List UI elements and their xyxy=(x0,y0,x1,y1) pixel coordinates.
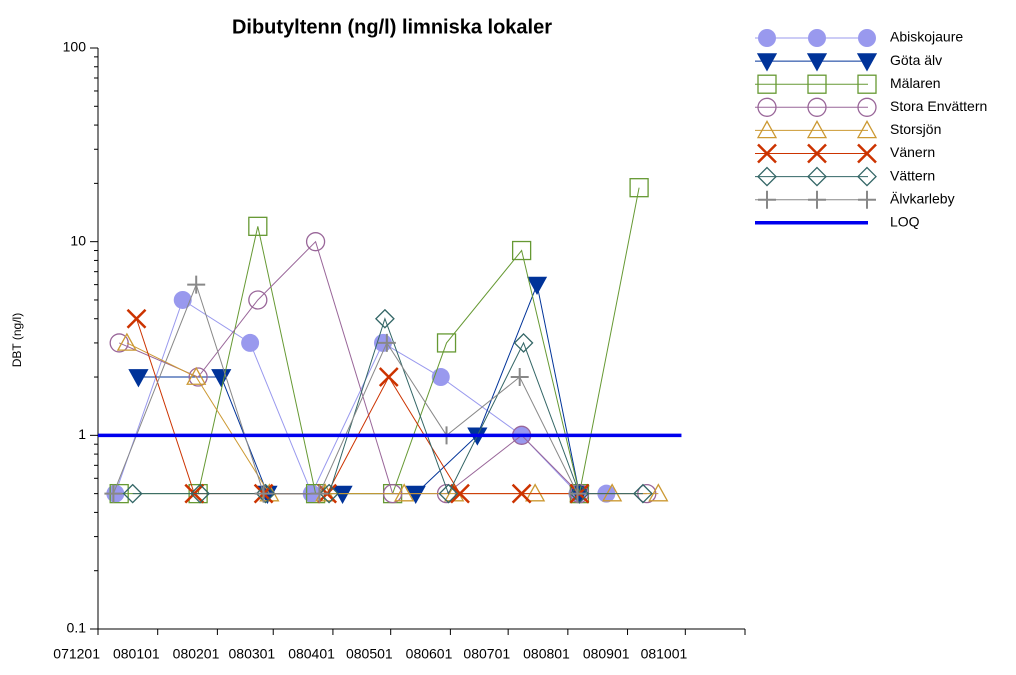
legend-marker xyxy=(857,74,877,94)
point xyxy=(511,483,532,504)
point xyxy=(188,367,208,387)
legend-marker xyxy=(757,74,777,94)
point xyxy=(510,368,529,387)
x-tick-label: 080201 xyxy=(173,646,220,662)
legend-marker xyxy=(808,29,826,47)
legend-marker xyxy=(806,53,828,72)
point xyxy=(116,332,137,351)
legend-marker xyxy=(807,74,827,94)
y-axis-label: DBT (ng/l) xyxy=(10,313,24,367)
point xyxy=(241,333,260,352)
point xyxy=(109,333,129,353)
legend-marker xyxy=(858,29,876,47)
point xyxy=(254,484,273,503)
point xyxy=(173,290,192,309)
point xyxy=(374,308,395,329)
legend-label: Älvkarleby xyxy=(890,190,955,206)
point xyxy=(394,483,415,502)
point xyxy=(511,240,532,261)
legend-label: Vättern xyxy=(890,167,935,183)
y-tick-label: 100 xyxy=(63,39,87,55)
point xyxy=(526,276,548,295)
point xyxy=(248,216,268,236)
legend-label: Mälaren xyxy=(890,75,941,91)
series-line xyxy=(132,317,643,495)
point xyxy=(305,232,326,252)
point xyxy=(310,484,329,503)
point xyxy=(104,484,123,503)
point xyxy=(602,483,623,502)
point xyxy=(569,483,590,504)
legend-label: Vänern xyxy=(890,144,935,160)
legend-marker xyxy=(758,29,776,47)
legend-marker xyxy=(807,143,827,164)
legend-label: LOQ xyxy=(890,214,920,230)
point xyxy=(568,484,587,503)
legend-marker xyxy=(807,166,827,187)
point xyxy=(332,485,353,504)
legend-label: Göta älv xyxy=(890,52,942,68)
legend-marker xyxy=(856,53,878,72)
point xyxy=(525,483,546,502)
point xyxy=(248,290,268,310)
legend-marker xyxy=(758,190,776,209)
point xyxy=(377,333,396,352)
point xyxy=(122,483,143,504)
point xyxy=(648,483,669,502)
legend-marker xyxy=(806,120,828,139)
legend-marker xyxy=(757,166,777,187)
legend-marker xyxy=(856,120,878,139)
legend-marker xyxy=(857,143,877,164)
y-tick-label: 10 xyxy=(70,232,86,248)
legend-marker xyxy=(757,143,777,164)
chart-title: Dibutyltenn (ng/l) limniska lokaler xyxy=(232,16,552,38)
point xyxy=(190,483,210,504)
y-tick-label: 1 xyxy=(78,426,86,442)
x-tick-label: 071201 xyxy=(53,646,100,662)
legend-marker xyxy=(756,53,778,72)
point xyxy=(438,483,459,504)
point xyxy=(186,366,207,385)
point xyxy=(436,333,457,353)
point xyxy=(629,178,649,198)
x-tick-label: 080901 xyxy=(583,646,630,662)
series-line xyxy=(112,283,578,495)
point xyxy=(450,483,470,504)
x-tick-label: 080501 xyxy=(346,646,393,662)
y-tick-label: 0.1 xyxy=(67,620,87,636)
point xyxy=(187,275,206,294)
legend-marker xyxy=(808,190,826,209)
point xyxy=(405,485,426,504)
x-tick-label: 080801 xyxy=(523,646,570,662)
x-tick-label: 080101 xyxy=(113,646,160,662)
point xyxy=(633,483,653,504)
series-line xyxy=(138,282,580,495)
point xyxy=(255,483,276,504)
x-tick-label: 081001 xyxy=(641,646,688,662)
legend-label: Abiskojaure xyxy=(890,29,963,45)
legend-marker xyxy=(756,120,778,139)
series-line xyxy=(114,299,607,495)
legend-label: Storsjön xyxy=(890,121,941,137)
legend-marker xyxy=(857,166,877,187)
point xyxy=(128,369,149,388)
point xyxy=(211,369,232,388)
legend-label: Stora Envättern xyxy=(890,98,987,114)
legend-marker xyxy=(807,97,827,117)
point xyxy=(378,367,399,387)
x-tick-label: 080601 xyxy=(406,646,453,662)
legend-marker xyxy=(757,97,777,117)
x-tick-label: 080401 xyxy=(288,646,335,662)
point xyxy=(319,483,339,504)
point xyxy=(513,333,534,353)
legend-marker xyxy=(857,97,877,117)
x-tick-label: 080701 xyxy=(463,646,510,662)
legend-marker xyxy=(858,190,876,209)
point xyxy=(126,308,147,329)
x-tick-label: 080301 xyxy=(229,646,276,662)
